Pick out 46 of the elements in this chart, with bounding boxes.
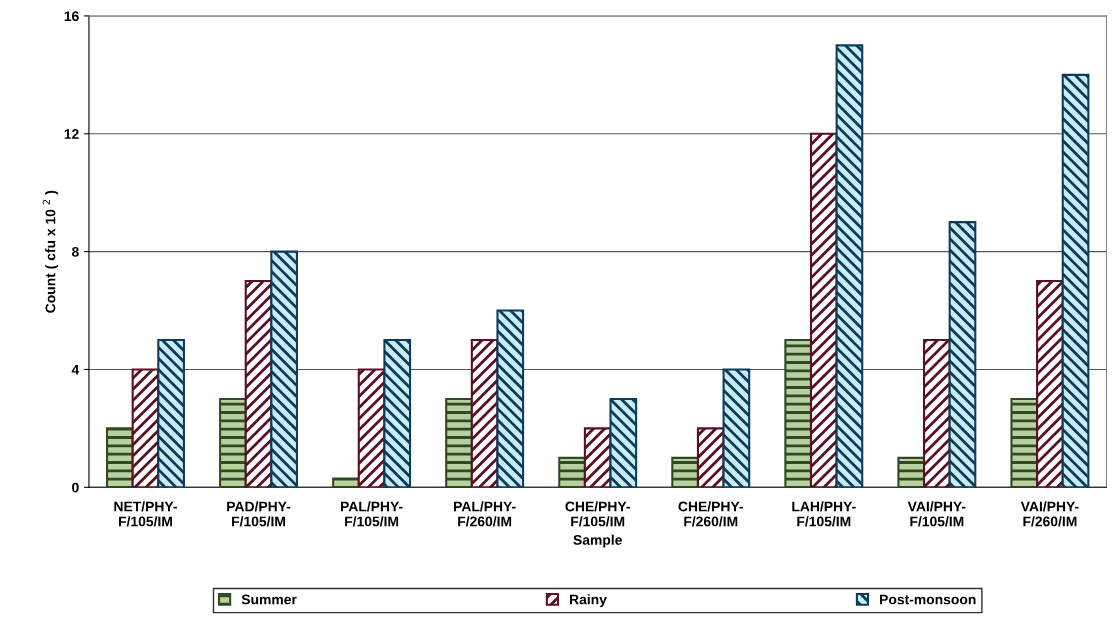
- bar: [671, 456, 699, 488]
- y-tick-label: 16: [64, 11, 79, 22]
- x-tick-label: LAH/PHY- F/105/IM: [792, 501, 856, 527]
- bar: [383, 338, 412, 488]
- bar: [106, 427, 134, 488]
- bar: [722, 368, 751, 488]
- bar: [897, 456, 926, 488]
- y-axis-title: Count ( cfu x 10 $^{2}$ ): [42, 190, 59, 313]
- x-tick-label: PAL/PHY- F/260/IM: [454, 501, 516, 527]
- bar: [835, 44, 864, 488]
- y-tick-label: 12: [64, 129, 79, 139]
- bar: [470, 338, 499, 488]
- bar: [809, 132, 838, 488]
- legend-label: Rainy: [570, 594, 607, 608]
- x-tick-label: CHE/PHY- F/105/IM: [565, 501, 630, 527]
- x-tick-label: CHE/PHY- F/260/IM: [678, 501, 743, 527]
- bar: [558, 456, 586, 488]
- x-tick-label: NET/PHY- F/105/IM: [114, 501, 177, 527]
- x-tick-label: VAI/PHY- F/105/IM: [907, 501, 966, 527]
- legend-label: Summer: [241, 594, 297, 605]
- bar: [131, 368, 160, 488]
- y-tick-label: 8: [71, 246, 79, 257]
- bar: [1061, 73, 1090, 488]
- bar: [923, 338, 951, 488]
- bar: [948, 221, 977, 488]
- bar: [357, 368, 386, 488]
- bar: [219, 397, 247, 488]
- bar: [244, 280, 273, 488]
- bar: [270, 250, 299, 488]
- x-tick-label: VAI/PHY- F/260/IM: [1020, 501, 1079, 527]
- x-tick-label: PAL/PHY- F/105/IM: [341, 501, 403, 527]
- bar: [1036, 280, 1064, 488]
- bar: [332, 477, 360, 488]
- bar: [583, 427, 612, 488]
- bar: [696, 427, 725, 488]
- bar: [157, 338, 185, 488]
- x-axis-title: Sample: [573, 534, 622, 548]
- bar: [784, 338, 813, 488]
- bar: [445, 397, 473, 488]
- bar: [496, 309, 525, 488]
- legend-label: Post-monsoon: [880, 594, 976, 605]
- y-tick-label: 0: [72, 482, 79, 493]
- bar: [1010, 397, 1039, 488]
- x-tick-label: PAD/PHY- F/105/IM: [227, 501, 291, 527]
- bar: [609, 397, 638, 488]
- y-tick-label: 4: [71, 364, 80, 375]
